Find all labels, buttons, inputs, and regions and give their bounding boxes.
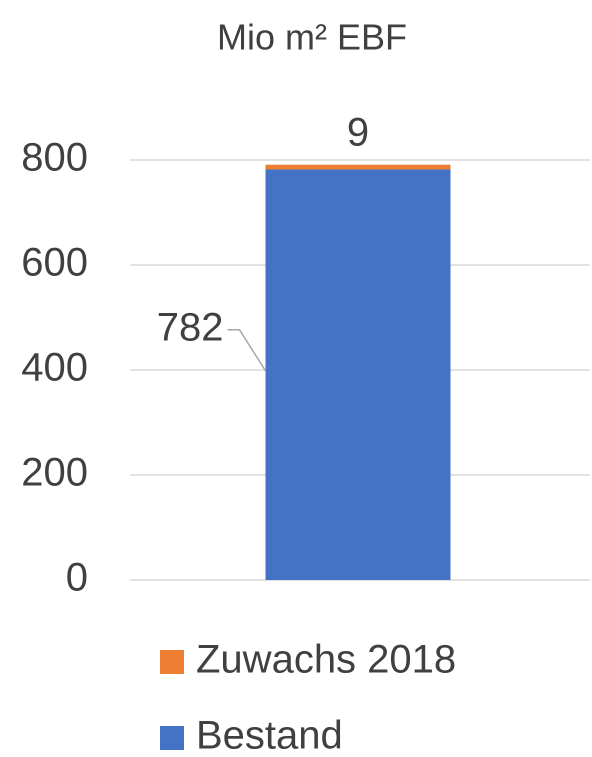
legend-label: Zuwachs 2018 (196, 638, 456, 682)
bar-segment (265, 169, 451, 580)
bar-segment (265, 164, 451, 170)
y-tick-label: 400 (21, 346, 88, 390)
legend-swatch (160, 726, 184, 750)
y-tick-label: 0 (66, 556, 88, 600)
legend-swatch (160, 650, 184, 674)
y-tick-label: 600 (21, 241, 88, 285)
chart-title: Mio m² EBF (217, 17, 407, 58)
data-label: 9 (347, 110, 369, 154)
y-tick-label: 800 (21, 136, 88, 180)
data-label: 782 (157, 305, 224, 349)
leader-line (227, 328, 267, 372)
y-tick-label: 200 (21, 451, 88, 495)
legend-label: Bestand (196, 714, 343, 757)
